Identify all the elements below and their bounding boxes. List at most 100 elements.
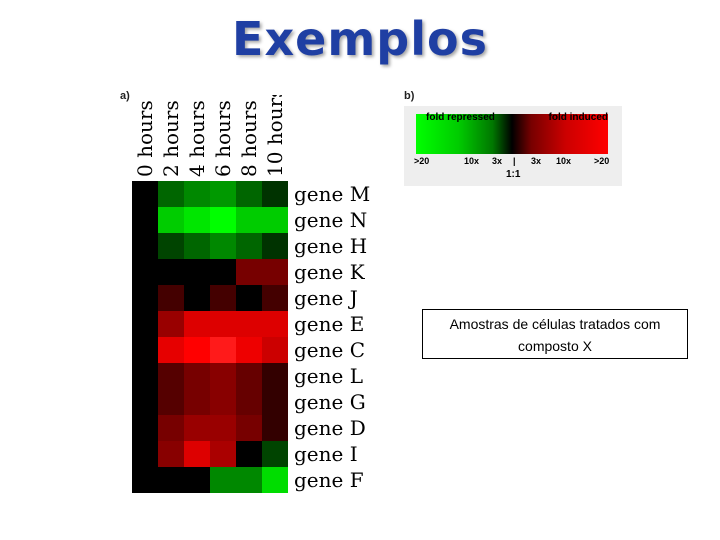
legend-induced-label: fold induced (548, 112, 608, 123)
row-label: gene C (294, 338, 365, 362)
row-label: gene F (294, 468, 364, 492)
heatmap-cell (184, 389, 210, 415)
heatmap-cell (262, 233, 288, 259)
heatmap-cell (158, 181, 184, 207)
heatmap-cell (184, 233, 210, 259)
heatmap-cell (236, 389, 262, 415)
heatmap-cell (132, 363, 158, 389)
heatmap-cell (210, 363, 236, 389)
heatmap-cell (184, 467, 210, 493)
heatmap-cell (132, 259, 158, 285)
heatmap-cell (184, 415, 210, 441)
heatmap-cell (158, 441, 184, 467)
heatmap-cell (158, 363, 184, 389)
heatmap-cell (262, 207, 288, 233)
legend-tick: >20 (414, 156, 430, 166)
heatmap-cell (236, 311, 262, 337)
row-label: gene L (294, 364, 363, 388)
heatmap-cell (132, 467, 158, 493)
heatmap-cell (236, 259, 262, 285)
gene-expression-heatmap: 0 hours 2 hours 4 hours 6 hours 8 hours 10 ho… (132, 95, 370, 493)
heatmap-cell (132, 337, 158, 363)
legend-tick: 10x (464, 156, 480, 166)
heatmap-cell (236, 467, 262, 493)
heatmap-cell (158, 389, 184, 415)
legend-tick: 3x (492, 156, 503, 166)
heatmap-cell (262, 363, 288, 389)
heatmap-cell (158, 259, 184, 285)
row-label: gene K (294, 260, 366, 284)
heatmap-cell (158, 207, 184, 233)
column-label: 0 hours (133, 100, 157, 177)
heatmap-cell (132, 441, 158, 467)
row-label: gene E (294, 312, 364, 336)
heatmap-cell (132, 181, 158, 207)
column-label: 6 hours (211, 100, 235, 177)
heatmap-cell (210, 285, 236, 311)
heatmap-cell (184, 181, 210, 207)
panel-b-label: b) (404, 90, 415, 102)
legend-tick: 3x (531, 156, 542, 166)
heatmap-cell (210, 311, 236, 337)
heatmap-cell (262, 389, 288, 415)
legend-ratio-label: 1:1 (506, 169, 521, 180)
heatmap-cell (262, 467, 288, 493)
heatmap-cell (158, 415, 184, 441)
heatmap-cell (262, 285, 288, 311)
heatmap-cell (210, 181, 236, 207)
row-label: gene N (294, 208, 367, 232)
heatmap-cell (236, 337, 262, 363)
heatmap-cell (132, 389, 158, 415)
legend-repressed-label: fold repressed (426, 112, 495, 123)
heatmap-cell (236, 181, 262, 207)
row-label: gene H (294, 234, 367, 258)
heatmap-cell (210, 233, 236, 259)
heatmap-cell (158, 233, 184, 259)
heatmap-cell (210, 389, 236, 415)
heatmap-cell (158, 467, 184, 493)
heatmap-cell (262, 415, 288, 441)
color-scale-legend: fold repressed fold induced >20 10x 3x |… (404, 106, 622, 186)
caption-line-2: composto X (518, 338, 592, 354)
panel-a-label: a) (120, 90, 130, 102)
heatmap-cell (132, 311, 158, 337)
heatmap-cell (184, 441, 210, 467)
heatmap-cell (262, 337, 288, 363)
heatmap-cell (184, 207, 210, 233)
caption-box: Amostras de células tratados com compost… (422, 309, 688, 359)
row-label: gene I (294, 442, 358, 466)
heatmap-cell (210, 415, 236, 441)
heatmap-cell (184, 285, 210, 311)
heatmap-cell (184, 259, 210, 285)
column-label: 4 hours (185, 100, 209, 177)
heatmap-cell (262, 181, 288, 207)
column-label: 10 hours (263, 95, 287, 177)
page-title: Exemplos (232, 12, 488, 66)
heatmap-cell (262, 311, 288, 337)
heatmap-cell (236, 415, 262, 441)
heatmap-cell (236, 233, 262, 259)
heatmap-cell (132, 285, 158, 311)
heatmap-cell (184, 363, 210, 389)
row-label: gene J (294, 286, 358, 310)
heatmap-cell (158, 337, 184, 363)
caption-line-1: Amostras de células tratados com (449, 316, 661, 332)
row-label: gene G (294, 390, 366, 414)
column-label: 8 hours (237, 100, 261, 177)
heatmap-cell (262, 259, 288, 285)
heatmap-cell (210, 207, 236, 233)
row-label: gene D (294, 416, 366, 440)
column-label: 2 hours (159, 100, 183, 177)
heatmap-cell (210, 467, 236, 493)
legend-tick: | (513, 156, 516, 166)
heatmap-cell (236, 441, 262, 467)
heatmap-cell (184, 311, 210, 337)
heatmap-cell (158, 311, 184, 337)
legend-tick: >20 (594, 156, 610, 166)
heatmap-cell (236, 363, 262, 389)
heatmap-cell (210, 259, 236, 285)
heatmap-cell (210, 337, 236, 363)
color-gradient-bar (416, 114, 608, 154)
heatmap-cell (262, 441, 288, 467)
legend-tick: 10x (556, 156, 572, 166)
